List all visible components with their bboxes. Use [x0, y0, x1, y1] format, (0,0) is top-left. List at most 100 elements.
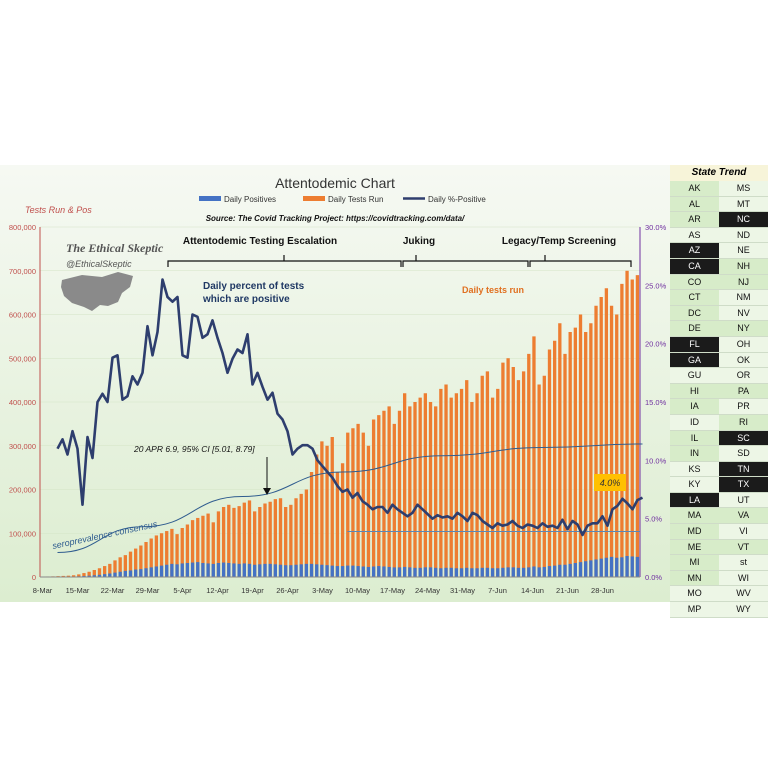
tests-bar	[315, 454, 319, 577]
state-cell-ky: KY	[670, 477, 719, 493]
tests-bar	[578, 314, 583, 577]
tests-bar	[387, 406, 391, 577]
state-cell-ma: MA	[670, 508, 719, 525]
legend-label-tests: Daily Tests Run	[328, 195, 383, 204]
right-tick-label: 10.0%	[645, 456, 667, 465]
state-cell-ut: UT	[719, 492, 768, 509]
chart-source: Source: The Covid Tracking Project: http…	[206, 214, 465, 223]
positives-bar	[434, 567, 438, 577]
left-tick-label: 300,000	[9, 442, 36, 451]
positives-bar	[206, 563, 210, 577]
positives-bar	[480, 567, 484, 577]
positives-bar	[144, 568, 148, 577]
x-tick-label: 8-Mar	[33, 586, 53, 595]
positives-bar	[356, 566, 360, 577]
positives-bar	[382, 566, 386, 577]
tests-bar	[227, 504, 231, 577]
state-cell-il: IL	[670, 430, 719, 447]
state-cell-la: LA	[670, 492, 719, 509]
x-tick-label: 14-Jun	[521, 586, 544, 595]
positives-bar	[366, 566, 371, 577]
tests-bar	[584, 332, 588, 577]
positives-bar	[180, 563, 184, 577]
left-axis-ticks: 0 100,000 200,000 300,000 400,000 500,000 600,…	[9, 223, 36, 582]
tests-bar	[221, 507, 226, 577]
positives-bar	[258, 564, 262, 577]
state-cell-ga: GA	[670, 352, 719, 369]
x-tick-label: 31-May	[450, 586, 475, 595]
pct-annotation-line2: which are positive	[202, 294, 290, 305]
tests-bar	[630, 279, 634, 577]
tests-bar	[542, 375, 546, 577]
tests-bar	[361, 432, 365, 577]
tests-bar	[97, 568, 102, 577]
tests-bar	[496, 388, 500, 577]
tests-bar	[573, 327, 577, 577]
tests-bar	[625, 270, 629, 577]
x-tick-label: 5-Apr	[173, 586, 192, 595]
state-cell-mp: MP	[670, 602, 719, 618]
left-tick-label: 700,000	[9, 267, 36, 276]
tests-bar	[615, 314, 619, 577]
tests-bar	[480, 375, 484, 577]
positives-bar	[496, 568, 500, 577]
tests-bar	[444, 384, 448, 577]
x-tick-label: 26-Apr	[276, 586, 299, 595]
positives-bar	[123, 570, 127, 577]
x-tick-label: 22-Mar	[101, 586, 125, 595]
chart-title: Attentodemic Chart	[275, 175, 395, 191]
tests-bar	[201, 515, 205, 577]
tests-bar	[418, 397, 422, 577]
tests-bar	[71, 575, 76, 577]
state-cell-nv: NV	[719, 305, 768, 322]
tests-bar	[180, 528, 184, 577]
positives-bar	[470, 568, 474, 577]
phase3-label: Legacy/Temp Screening	[502, 236, 616, 247]
tests-bar	[118, 557, 122, 577]
phase3-bracket	[529, 255, 632, 267]
left-tick-label: 500,000	[9, 354, 36, 363]
tests-bar	[635, 275, 640, 577]
state-cell-sd: SD	[719, 446, 768, 462]
tests-bar	[547, 349, 552, 577]
tests-bar	[289, 504, 293, 577]
x-tick-label: 29-Mar	[136, 586, 160, 595]
state-trend-grid: AK MS AL MT AR NC AS ND AZ NE CA NH CO NJ CT NM DC NV DE NY…	[670, 181, 768, 618]
state-cell-az: AZ	[670, 243, 719, 259]
x-tick-label: 7-Jun	[488, 586, 507, 595]
tests-bar	[237, 506, 241, 577]
positives-bar	[196, 562, 200, 577]
tests-bar	[134, 548, 138, 577]
state-cell-va: VA	[719, 508, 768, 525]
positives-bar	[335, 566, 340, 577]
tests-bar	[470, 402, 474, 577]
legend-swatch-tests	[303, 196, 325, 201]
right-axis-ticks: 0.0% 5.0% 10.0% 15.0% 20.0% 25.0% 30.0%	[645, 223, 667, 582]
positives-bar	[547, 566, 552, 577]
state-cell-fl: FL	[670, 336, 719, 353]
positives-bar	[247, 563, 252, 577]
positives-bar	[221, 562, 226, 577]
tests-bar	[294, 498, 298, 577]
positives-bar	[454, 568, 459, 577]
ci-arrow-head	[263, 488, 271, 495]
tests-bar	[253, 511, 257, 577]
state-cell-ok: OK	[719, 352, 768, 369]
positives-bar	[377, 566, 381, 577]
positives-bar	[428, 567, 433, 577]
positives-bar	[118, 571, 122, 577]
positives-bar	[227, 563, 231, 577]
positives-bar	[558, 564, 562, 577]
state-trend-title: State Trend	[670, 165, 768, 181]
tests-bar	[382, 410, 386, 577]
tests-bar	[423, 393, 427, 577]
state-cell-sc: SC	[719, 430, 768, 447]
positives-bar	[573, 563, 577, 577]
state-cell-hi: HI	[670, 383, 719, 400]
tests-bar	[563, 353, 567, 577]
positives-bar	[439, 568, 443, 577]
positives-bar	[630, 556, 634, 577]
positives-bar	[242, 563, 246, 577]
tests-bar	[465, 380, 469, 577]
state-cell-ia: IA	[670, 399, 719, 415]
